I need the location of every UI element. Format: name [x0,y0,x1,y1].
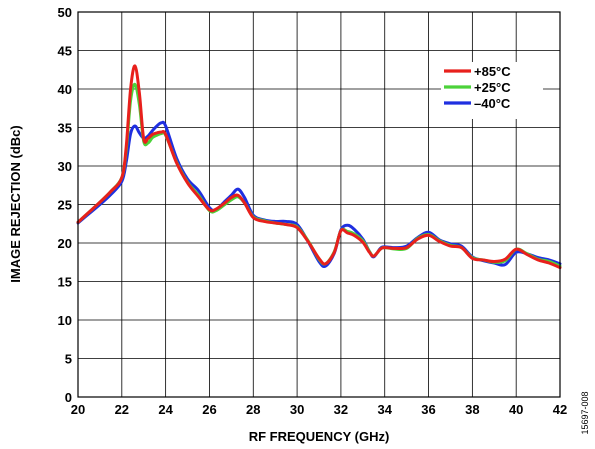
x-tick-label: 36 [421,402,435,417]
x-tick-label: 28 [246,402,260,417]
y-tick-label: 5 [65,352,72,367]
x-tick-label: 42 [553,402,567,417]
y-tick-label: 0 [65,390,72,405]
y-tick-label: 10 [58,313,72,328]
x-tick-label: 22 [115,402,129,417]
y-tick-label: 15 [58,275,72,290]
y-tick-label: 20 [58,236,72,251]
legend: +85°C+25°C–40°C [441,62,543,119]
legend-label: –40°C [474,96,511,111]
x-tick-label: 24 [158,402,173,417]
y-tick-label: 40 [58,82,72,97]
x-tick-label: 32 [334,402,348,417]
y-tick-label: 35 [58,121,72,136]
figure-id: 15697-008 [580,391,590,434]
y-tick-labels: 0 5 10 15 20 25 30 35 40 45 50 [58,5,72,405]
x-tick-label: 38 [465,402,479,417]
x-tick-label: 34 [377,402,392,417]
plot-frame [77,11,561,398]
x-tick-label: 30 [290,402,304,417]
y-tick-label: 50 [58,5,72,20]
legend-label: +85°C [474,64,511,79]
y-tick-label: 25 [58,198,72,213]
y-axis-title: IMAGE REJECTION (dBc) [8,125,23,282]
x-tick-label: 26 [202,402,216,417]
x-tick-labels: 20 22 24 26 28 30 32 34 36 38 40 42 [71,402,567,417]
x-tick-label: 20 [71,402,85,417]
y-tick-label: 45 [58,44,72,59]
x-tick-label: 40 [509,402,523,417]
x-axis-title: RF FREQUENCY (GHz) [249,429,390,444]
legend-label: +25°C [474,80,511,95]
series-lines [76,64,562,270]
series-line-0 [76,64,562,270]
y-tick-label: 30 [58,159,72,174]
